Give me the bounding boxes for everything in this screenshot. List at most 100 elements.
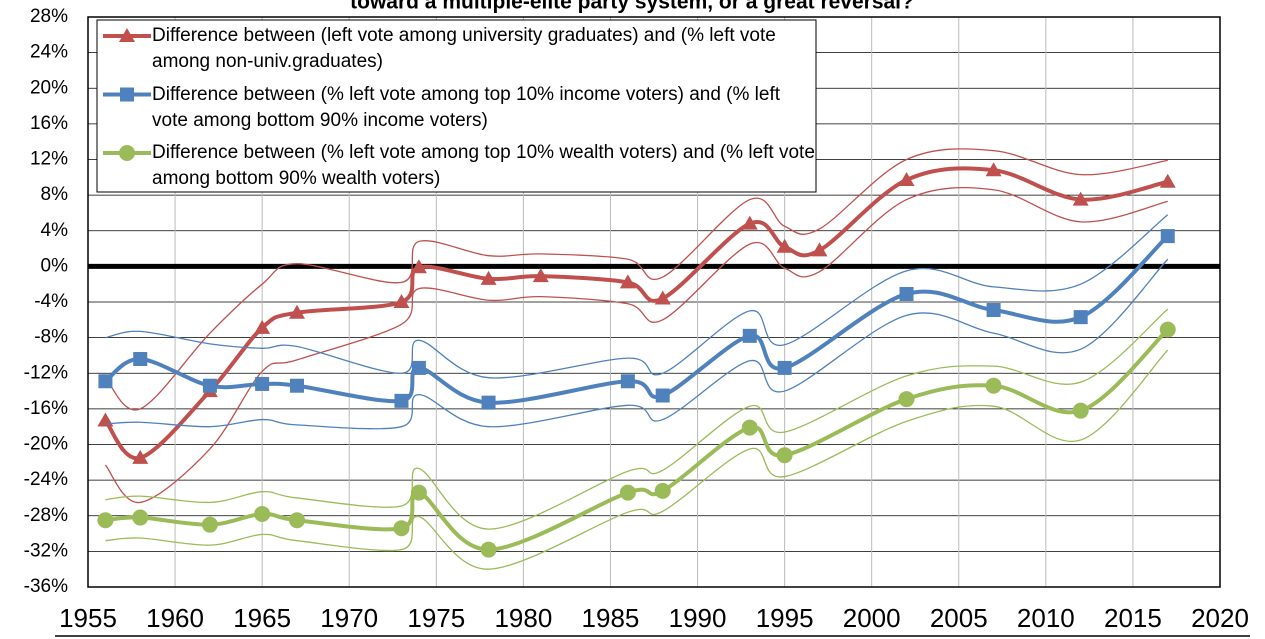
marker (898, 171, 915, 186)
marker (288, 512, 305, 529)
x-tick-label: 1955 (59, 603, 117, 633)
y-tick-label: -24% (24, 469, 68, 490)
marker (481, 395, 496, 410)
marker (393, 520, 410, 537)
x-tick-label: 2020 (1191, 603, 1249, 633)
x-tick-label: 1990 (669, 603, 727, 633)
x-tick-label: 1980 (494, 603, 552, 633)
marker (1072, 191, 1089, 206)
marker (97, 412, 114, 427)
marker (776, 238, 793, 253)
y-tick-label: -16% (24, 398, 68, 419)
legend-label: Difference between (left vote among univ… (152, 25, 776, 72)
y-tick-label: 0% (41, 255, 69, 276)
x-tick-label: 1985 (582, 603, 640, 633)
marker (742, 328, 757, 343)
y-tick-label: 12% (30, 149, 68, 170)
y-tick-label: -32% (24, 540, 68, 561)
y-tick-label: -36% (24, 576, 68, 597)
marker (619, 484, 636, 501)
band-line (104, 187, 1168, 504)
marker (120, 87, 134, 102)
legend-label-box: Difference between (% left vote among to… (152, 142, 815, 189)
marker (1072, 402, 1089, 419)
y-tick-label: -12% (24, 362, 68, 383)
legend-label: Difference between (% left vote among to… (152, 83, 781, 131)
marker (202, 378, 217, 393)
marker (410, 259, 427, 274)
marker (741, 215, 758, 230)
marker (619, 274, 636, 289)
marker (98, 374, 113, 389)
marker (132, 509, 149, 526)
marker (119, 145, 135, 161)
marker (776, 447, 793, 464)
legend-box (96, 19, 817, 193)
marker (480, 270, 497, 285)
y-tick-label: 24% (30, 42, 68, 63)
marker (201, 516, 218, 533)
marker (480, 541, 497, 558)
marker (811, 242, 828, 257)
x-tick-label: 1965 (233, 603, 291, 633)
marker (899, 286, 914, 301)
marker (1073, 310, 1088, 325)
legend-label: Difference between (% left vote among to… (152, 142, 815, 189)
marker (133, 352, 148, 366)
band-line (105, 214, 1169, 379)
marker (254, 505, 271, 522)
y-tick-label: 20% (30, 77, 68, 98)
marker (532, 268, 549, 283)
x-tick-label: 1960 (146, 603, 204, 633)
marker (898, 391, 915, 408)
band-line (104, 148, 1168, 411)
x-tick-label: 2015 (1104, 603, 1162, 633)
plot-border (87, 16, 1221, 588)
y-tick-label: -28% (24, 505, 68, 526)
marker (254, 319, 271, 334)
band-line (105, 258, 1169, 430)
marker (654, 482, 671, 499)
marker (119, 28, 135, 42)
marker (411, 360, 426, 375)
marker (132, 449, 149, 464)
marker (288, 304, 305, 319)
chart-title: toward a multiple-elite party system, or… (350, 0, 914, 14)
marker (985, 162, 1002, 177)
marker (654, 290, 671, 305)
marker (394, 393, 409, 408)
marker (620, 374, 635, 389)
legend-label-box: Difference between (% left vote among to… (152, 83, 781, 131)
y-tick-label: 28% (30, 6, 68, 27)
marker (393, 294, 410, 308)
x-tick-label: 2000 (843, 603, 901, 633)
x-tick-label: 1970 (320, 603, 378, 633)
x-tick-label: 1975 (407, 603, 465, 633)
marker (986, 303, 1001, 318)
y-tick-label: -20% (24, 434, 68, 455)
x-tick-label: 2010 (1017, 603, 1075, 633)
y-tick-label: 16% (30, 113, 68, 134)
y-tick-label: 4% (41, 220, 69, 241)
x-tick-label: 2005 (930, 603, 988, 633)
legend: Difference between (left vote among univ… (96, 19, 817, 193)
marker (1159, 173, 1176, 188)
band-line (105, 308, 1169, 530)
x-tick-label: 1995 (756, 603, 814, 633)
band-line (105, 349, 1169, 570)
marker (985, 377, 1002, 394)
marker (255, 376, 270, 391)
marker (289, 378, 304, 393)
y-tick-label: -8% (34, 327, 68, 348)
legend-label-box: Difference between (left vote among univ… (152, 25, 776, 72)
marker (777, 360, 792, 375)
marker (741, 419, 758, 436)
y-tick-label: -4% (34, 291, 68, 312)
series-line (103, 166, 1169, 461)
marker (655, 388, 670, 403)
marker (410, 484, 427, 501)
marker (1159, 321, 1176, 338)
marker (1160, 229, 1175, 244)
